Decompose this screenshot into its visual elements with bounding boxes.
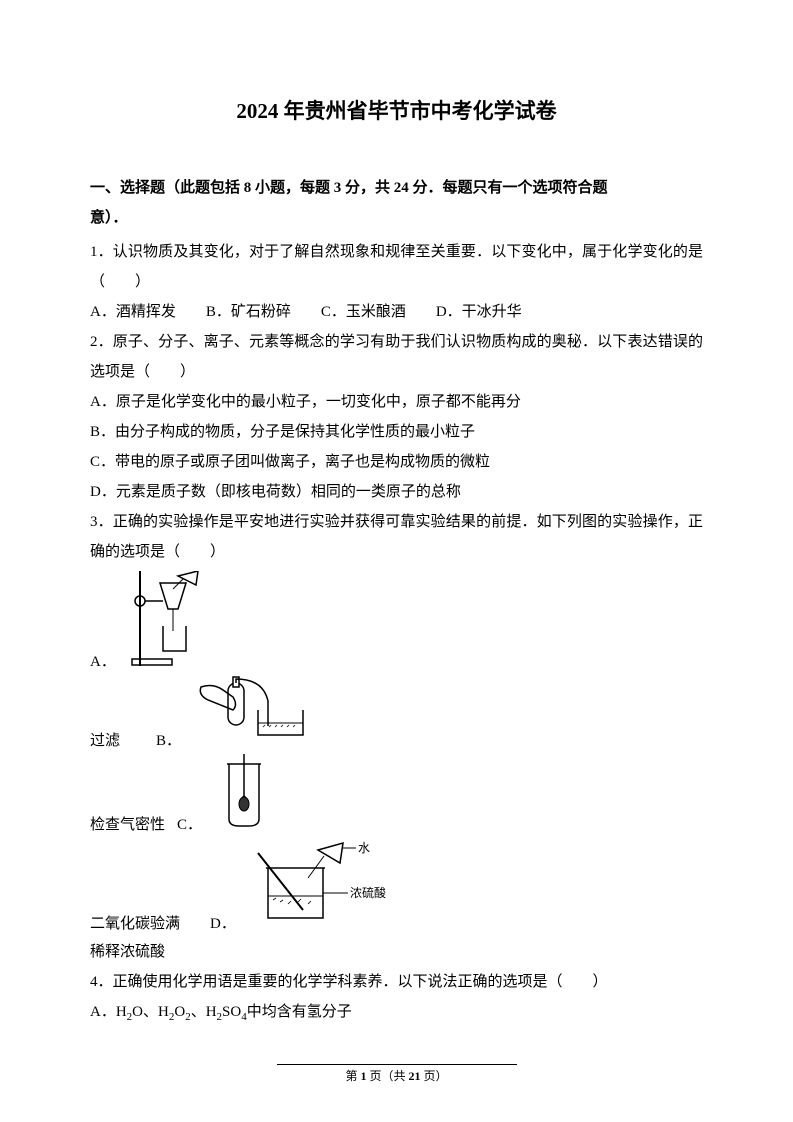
q3-caption-b: 检查气密性	[90, 813, 165, 834]
q3-caption-c: 二氧化碳验满	[90, 912, 180, 933]
question-4-stem: 4．正确使用化学用语是重要的化学学科素养．以下说法正确的选项是（ ）	[90, 967, 703, 997]
question-2-option-d: D．元素是质子数（即核电荷数）相同的一类原子的总称	[90, 477, 703, 507]
water-label: 水	[358, 841, 370, 855]
section-header-line1: 一、选择题（此题包括 8 小题，每题 3 分，共 24 分．每题只有一个选项符合…	[90, 180, 608, 196]
filter-apparatus-icon	[128, 571, 218, 671]
question-2-stem: 2．原子、分子、离子、元素等概念的学习有助于我们认识物质构成的奥秘．以下表达错误…	[90, 327, 703, 387]
page-footer: 第 1 页（共 21 页）	[277, 1064, 517, 1084]
footer-mid: 页（共	[369, 1069, 405, 1083]
airtightness-apparatus-icon	[193, 675, 323, 750]
question-3-option-a-row: A．	[90, 571, 703, 671]
question-2-option-c: C．带电的原子或原子团叫做离子，离子也是构成物质的微粒	[90, 447, 703, 477]
page-title: 2024 年贵州省毕节市中考化学试卷	[90, 95, 703, 125]
co2-test-apparatus-icon	[214, 754, 274, 834]
question-2-option-b: B．由分子构成的物质，分子是保持其化学性质的最小粒子	[90, 417, 703, 447]
q3-caption-a: 过滤	[90, 729, 120, 750]
q3-label-d: D．	[210, 912, 236, 933]
q4a-post: 中均含有氢分子	[247, 1004, 352, 1020]
question-2-option-a: A．原子是化学变化中的最小粒子，一切变化中，原子都不能再分	[90, 387, 703, 417]
question-3-option-c-row: 检查气密性 C．	[90, 754, 703, 834]
footer-post: 页）	[424, 1069, 448, 1083]
q4a-mid1: O、H	[132, 1004, 169, 1020]
question-1-options: A．酒精挥发 B．矿石粉碎 C．玉米酿酒 D．干冰升华	[90, 297, 703, 327]
q3-caption-d: 稀释浓硫酸	[90, 937, 703, 967]
footer-pre: 第	[345, 1069, 357, 1083]
q4a-mid3: 、H	[191, 1004, 217, 1020]
dilute-acid-apparatus-icon: 水 浓硫酸	[248, 838, 398, 933]
section-header-line2: 意）．	[90, 210, 128, 226]
q3-label-b: B．	[156, 729, 181, 750]
question-4-option-a: A．H2O、H2O2、H2SO4中均含有氢分子	[90, 997, 703, 1028]
question-1-stem: 1．认识物质及其变化，对于了解自然现象和规律至关重要．以下变化中，属于化学变化的…	[90, 237, 703, 297]
q4a-pre: A．H	[90, 1004, 127, 1020]
question-3-option-b-row: 过滤 B．	[90, 675, 703, 750]
footer-total: 21	[409, 1069, 421, 1083]
q3-label-a: A．	[90, 650, 116, 671]
section-1-header: 一、选择题（此题包括 8 小题，每题 3 分，共 24 分．每题只有一个选项符合…	[90, 173, 703, 233]
q4a-mid2: O	[174, 1004, 185, 1020]
question-3-option-d-row: 二氧化碳验满 D． 水 浓硫酸	[90, 838, 703, 933]
footer-page-num: 1	[360, 1069, 366, 1083]
q3-label-c: C．	[177, 813, 202, 834]
question-3-stem: 3．正确的实验操作是平安地进行实验并获得可靠实验结果的前提．如下列图的实验操作，…	[90, 507, 703, 567]
q4a-mid4: SO	[222, 1004, 241, 1020]
acid-label: 浓硫酸	[350, 885, 386, 900]
